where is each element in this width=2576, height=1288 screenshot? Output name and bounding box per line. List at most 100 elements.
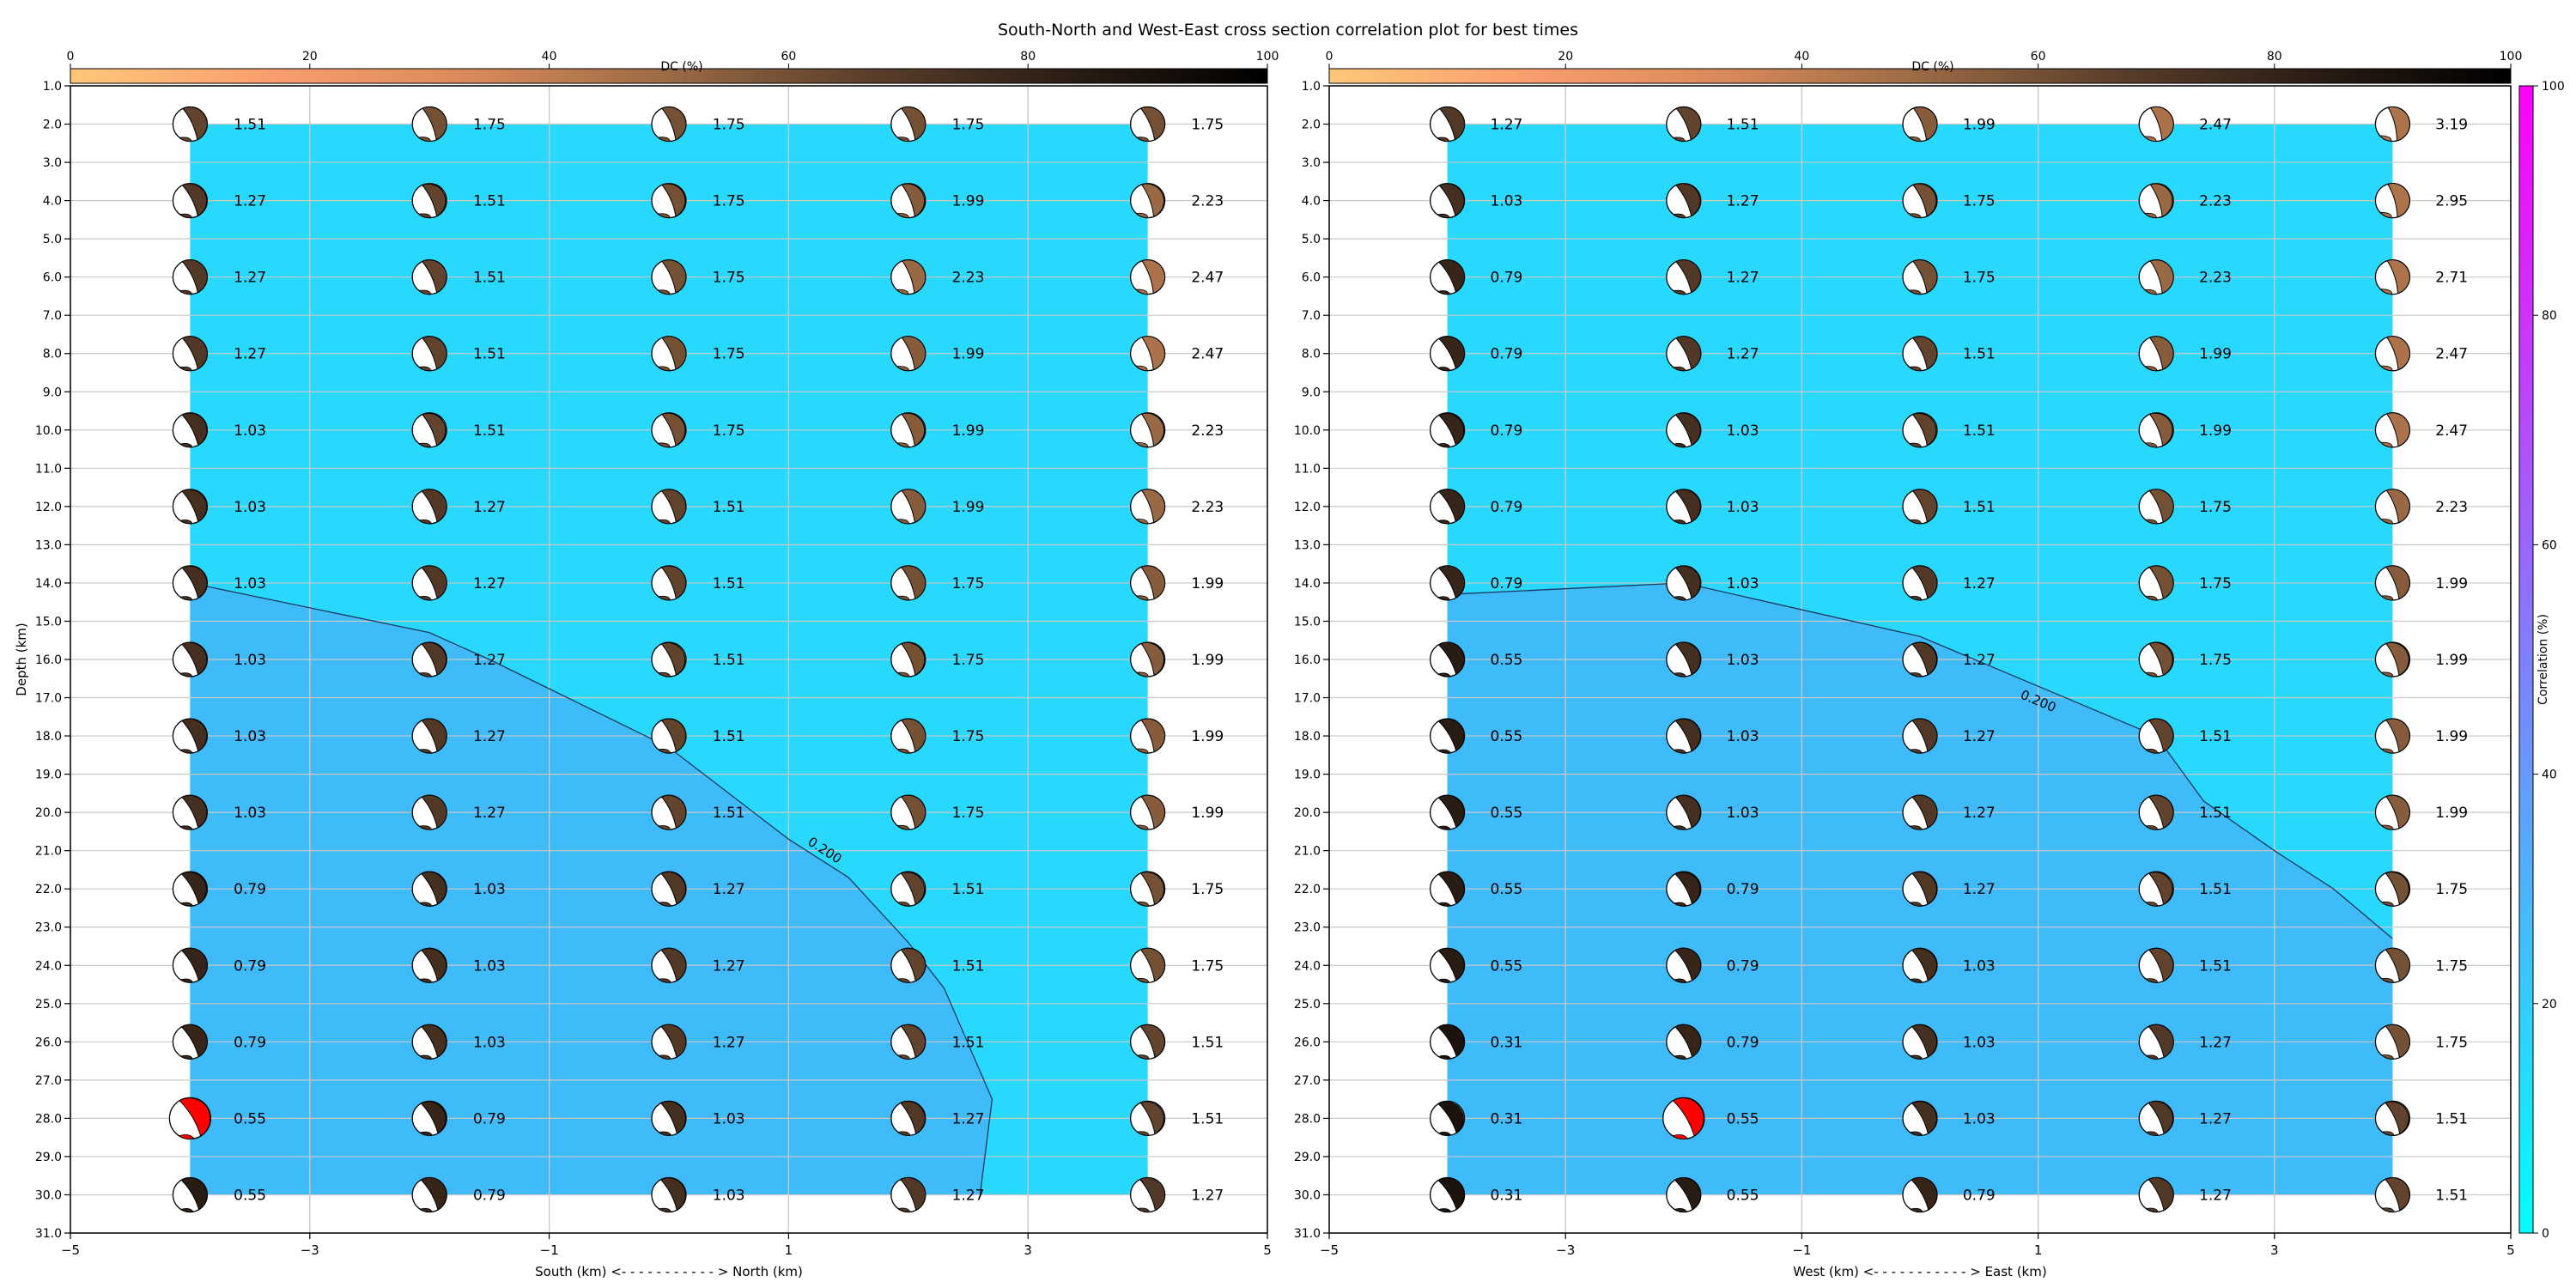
beachball: [890, 1100, 927, 1137]
beachball-compressional: [1437, 1024, 1465, 1058]
beachball: [890, 565, 927, 601]
correlation-colorbar-tick-label: 40: [2542, 769, 2557, 782]
correlation-label: 1.75: [952, 575, 985, 592]
correlation-label: 1.51: [952, 1034, 985, 1051]
beachball-compressional: [179, 672, 193, 677]
beachball: [2374, 565, 2411, 601]
beachball-compressional: [2385, 565, 2410, 600]
beachball: [890, 259, 927, 295]
correlation-label: 1.51: [2199, 881, 2232, 898]
correlation-label: 1.75: [713, 270, 745, 287]
beachball: [651, 641, 687, 677]
beachball-compressional: [1909, 825, 1923, 830]
beachball-compressional: [660, 872, 686, 905]
correlation-label: 1.03: [1727, 805, 1759, 822]
y-tick-label: 7.0: [1302, 309, 1321, 323]
correlation-label: 1.99: [1191, 652, 1224, 669]
beachball-compressional: [417, 366, 432, 372]
beachball-compressional: [1674, 872, 1701, 905]
dc-colorbar: 0 20 40 60 80 100 DC (%): [67, 50, 1279, 84]
dc-colorbar-gradient: [1328, 68, 2512, 84]
beachball-compressional: [2148, 565, 2174, 600]
correlation-label: 0.55: [1490, 957, 1522, 975]
correlation-label: 1.75: [952, 117, 985, 134]
y-tick-label: 29.0: [35, 1151, 62, 1164]
beachball-compressional: [896, 824, 910, 830]
beachball-compressional: [179, 749, 193, 754]
beachball-compressional: [1437, 641, 1465, 675]
beachball: [1902, 794, 1938, 830]
beachball-compressional: [421, 183, 447, 217]
beachball-compressional: [896, 1131, 911, 1136]
beachball: [2374, 259, 2411, 295]
beachball-compressional: [1135, 442, 1149, 448]
y-tick-label: 6.0: [43, 271, 62, 285]
y-tick-label: 6.0: [1302, 271, 1321, 285]
beachball: [1666, 489, 1702, 525]
beachball: [1429, 871, 1466, 907]
correlation-label: 1.27: [473, 652, 506, 669]
beachball: [1429, 1176, 1466, 1213]
beachball-compressional: [2145, 1054, 2159, 1060]
beachball: [1129, 106, 1166, 143]
correlation-label: 1.75: [1191, 881, 1224, 898]
correlation-label: 1.03: [234, 805, 266, 822]
y-tick-label: 10.0: [35, 424, 62, 438]
beachball: [2138, 182, 2174, 219]
beachball: [651, 565, 687, 601]
correlation-label: 1.75: [1963, 193, 1996, 210]
y-tick-label: 21.0: [1294, 845, 1321, 859]
beachball-compressional: [900, 1101, 926, 1135]
beachball: [2374, 412, 2411, 448]
beachball: [2374, 336, 2411, 372]
correlation-label: 1.27: [2199, 1034, 2232, 1051]
correlation-label: 0.79: [1727, 881, 1759, 898]
beachball-compressional: [422, 259, 447, 294]
beachball-compressional: [2381, 1131, 2395, 1136]
beachball: [651, 947, 687, 983]
correlation-colorbar-tick-label: 60: [2542, 538, 2557, 552]
beachball-compressional: [418, 902, 433, 907]
correlation-label: 1.51: [952, 957, 985, 975]
beachball-compressional: [896, 289, 909, 295]
correlation-label: 2.71: [2435, 270, 2468, 287]
beachball-compressional: [1136, 1131, 1150, 1136]
correlation-label: 1.51: [234, 117, 266, 134]
beachball-compressional: [1675, 183, 1701, 217]
correlation-label: 1.75: [952, 728, 985, 745]
correlation-label: 0.79: [1963, 1187, 1996, 1204]
beachball-compressional: [2148, 412, 2173, 447]
y-tick-label: 23.0: [1294, 921, 1321, 935]
y-tick-label: 3.0: [1302, 156, 1321, 170]
beachball-compressional: [2385, 872, 2409, 906]
y-tick-label: 21.0: [35, 845, 62, 859]
beachball-compressional: [2380, 824, 2394, 830]
beachball-compressional: [896, 213, 909, 219]
beachball-compressional: [1437, 749, 1451, 754]
beachball-compressional: [1135, 671, 1149, 677]
correlation-label: 1.03: [1727, 499, 1759, 516]
beachball-compressional: [1437, 1054, 1452, 1060]
correlation-label: 0.79: [1490, 346, 1522, 363]
y-tick-label: 11.0: [1294, 462, 1321, 476]
correlation-label: 1.75: [713, 422, 745, 440]
beachball-compressional: [1912, 106, 1938, 141]
beachball: [2138, 1024, 2174, 1060]
beachball-compressional: [657, 137, 671, 142]
y-tick-label: 28.0: [1294, 1112, 1321, 1126]
beachball-compressional: [658, 902, 671, 907]
correlation-label: 1.27: [1963, 728, 1996, 745]
beachball-compressional: [2148, 1024, 2174, 1059]
beachball-compressional: [1674, 412, 1701, 447]
beachball-compressional: [658, 1131, 672, 1136]
beachball-compressional: [2149, 106, 2174, 142]
beachball: [890, 1024, 927, 1060]
correlation-label: 1.03: [713, 1110, 745, 1127]
correlation-label: 1.03: [1727, 652, 1759, 669]
beachball-compressional: [1140, 565, 1166, 600]
correlation-label: 1.27: [1727, 346, 1759, 363]
correlation-label: 0.55: [234, 1110, 266, 1127]
correlation-label: 2.47: [2199, 117, 2232, 134]
beachball-compressional: [421, 794, 447, 829]
